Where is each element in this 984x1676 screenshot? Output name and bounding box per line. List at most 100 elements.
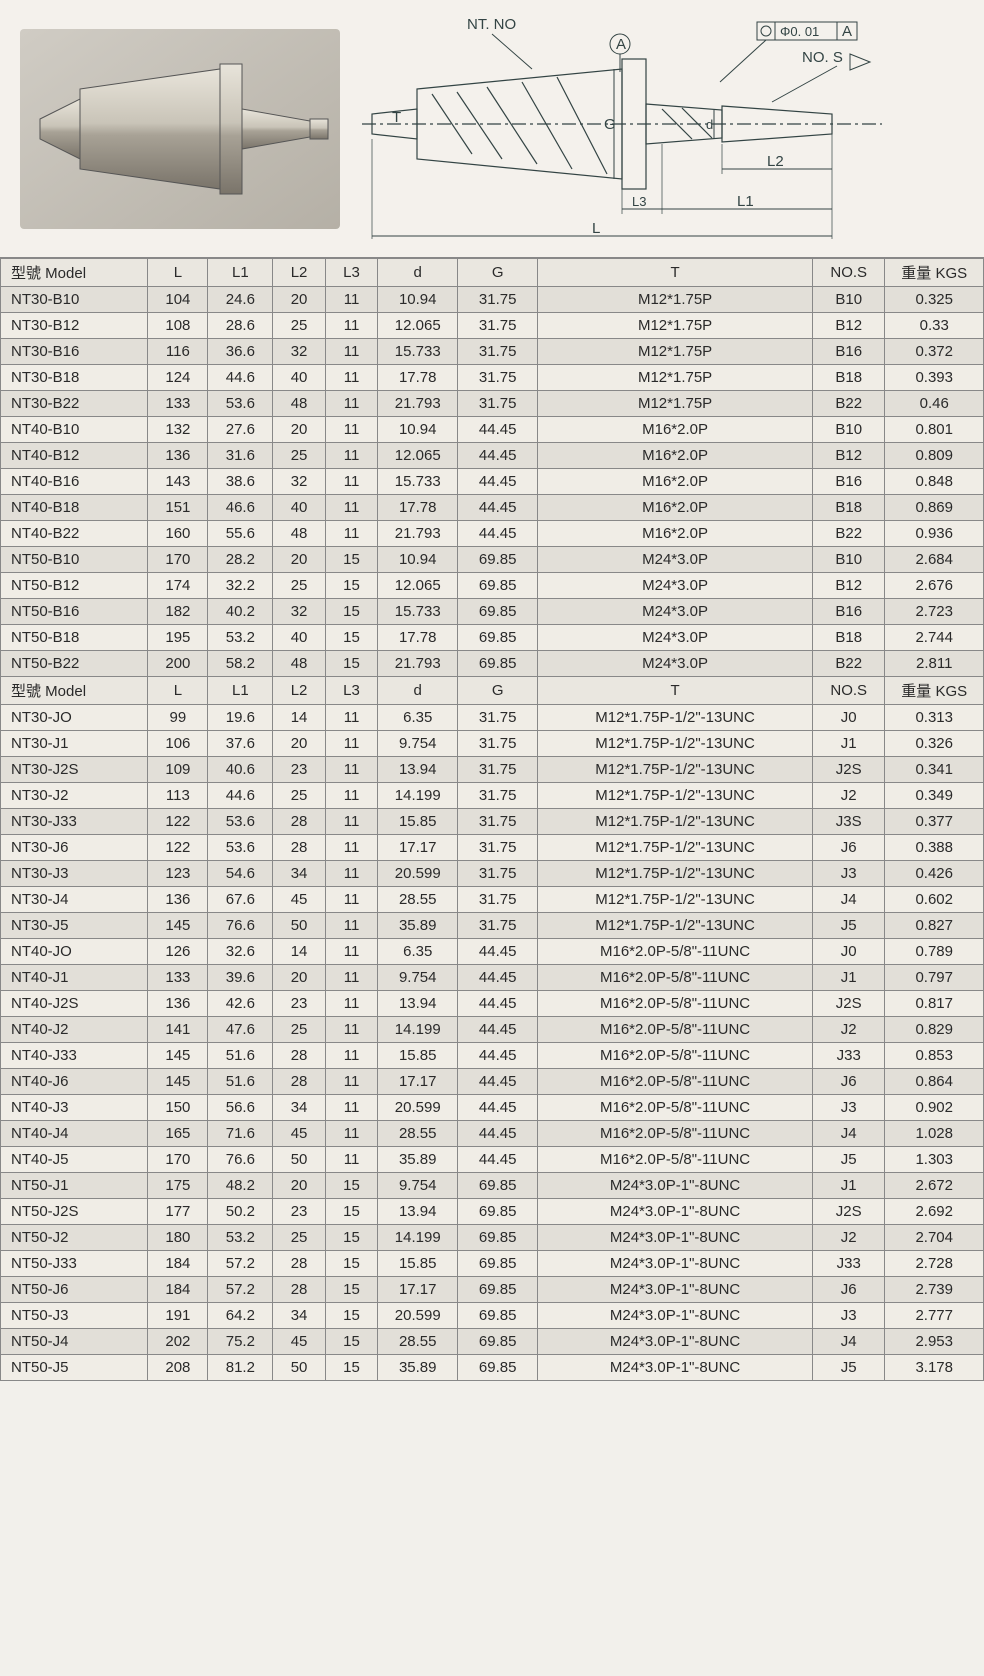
table-cell: 44.45 [458, 991, 538, 1017]
table-cell: 17.17 [378, 835, 458, 861]
table-cell: NT30-J2 [1, 783, 148, 809]
table-cell: M12*1.75P-1/2"-13UNC [538, 757, 813, 783]
table-cell: M16*2.0P-5/8"-11UNC [538, 965, 813, 991]
table-cell: 0.372 [885, 339, 984, 365]
table-cell: 11 [325, 365, 377, 391]
table-cell: 15 [325, 573, 377, 599]
label-d: d [706, 117, 713, 132]
table-cell: NT50-B10 [1, 547, 148, 573]
table-cell: 124 [148, 365, 208, 391]
table-cell: 20 [273, 965, 325, 991]
table-cell: 75.2 [208, 1329, 273, 1355]
label-datum-a: A [616, 36, 626, 53]
table-cell: 11 [325, 705, 377, 731]
table-cell: 40 [273, 495, 325, 521]
table-cell: J5 [812, 1355, 884, 1381]
table-cell: M16*2.0P-5/8"-11UNC [538, 1095, 813, 1121]
table-row: NT50-J618457.2281517.1769.85M24*3.0P-1"-… [1, 1277, 984, 1303]
table-row: NT30-B1010424.6201110.9431.75M12*1.75PB1… [1, 287, 984, 313]
table-cell: NT30-B12 [1, 313, 148, 339]
table-cell: 13.94 [378, 991, 458, 1017]
table-cell: 37.6 [208, 731, 273, 757]
table-cell: M24*3.0P-1"-8UNC [538, 1173, 813, 1199]
table-cell: B16 [812, 599, 884, 625]
table-row: NT50-B1217432.2251512.06569.85M24*3.0PB1… [1, 573, 984, 599]
table-cell: NT30-JO [1, 705, 148, 731]
table-cell: 116 [148, 339, 208, 365]
table-cell: 150 [148, 1095, 208, 1121]
table-cell: 15 [325, 1225, 377, 1251]
table-cell: M12*1.75P [538, 365, 813, 391]
table-cell: 11 [325, 469, 377, 495]
table-cell: 31.75 [458, 835, 538, 861]
table-cell: 2.739 [885, 1277, 984, 1303]
table-row: NT50-B1819553.2401517.7869.85M24*3.0PB18… [1, 625, 984, 651]
table-cell: 208 [148, 1355, 208, 1381]
table-cell: 27.6 [208, 417, 273, 443]
table-cell: M24*3.0P [538, 547, 813, 573]
table-cell: M12*1.75P [538, 287, 813, 313]
table-cell: 0.853 [885, 1043, 984, 1069]
table-cell: 6.35 [378, 705, 458, 731]
table-cell: 69.85 [458, 1329, 538, 1355]
table-cell: 14.199 [378, 783, 458, 809]
table-cell: 20.599 [378, 861, 458, 887]
table-cell: 0.817 [885, 991, 984, 1017]
table-cell: J2 [812, 783, 884, 809]
table-cell: 0.869 [885, 495, 984, 521]
table-cell: 28 [273, 1043, 325, 1069]
table-cell: 15 [325, 599, 377, 625]
table-row: NT40-J113339.620119.75444.45M16*2.0P-5/8… [1, 965, 984, 991]
table-row: NT50-J117548.220159.75469.85M24*3.0P-1"-… [1, 1173, 984, 1199]
table-cell: NT30-B18 [1, 365, 148, 391]
table-cell: 35.89 [378, 1147, 458, 1173]
table-cell: M12*1.75P-1/2"-13UNC [538, 913, 813, 939]
table-cell: 40 [273, 365, 325, 391]
table-cell: 44.45 [458, 939, 538, 965]
table-cell: M12*1.75P [538, 313, 813, 339]
table-cell: 0.341 [885, 757, 984, 783]
table-cell: 11 [325, 913, 377, 939]
table-cell: 0.349 [885, 783, 984, 809]
table-cell: M12*1.75P-1/2"-13UNC [538, 809, 813, 835]
table-cell: NT40-J33 [1, 1043, 148, 1069]
table-cell: 51.6 [208, 1043, 273, 1069]
table-cell: 195 [148, 625, 208, 651]
table-cell: NT50-J6 [1, 1277, 148, 1303]
table-cell: 35.89 [378, 913, 458, 939]
table-cell: B16 [812, 469, 884, 495]
table-cell: B22 [812, 651, 884, 677]
table-cell: 11 [325, 783, 377, 809]
table-cell: 20 [273, 731, 325, 757]
table-cell: M16*2.0P-5/8"-11UNC [538, 1043, 813, 1069]
table-cell: 15 [325, 1355, 377, 1381]
column-header: L2 [273, 677, 325, 705]
column-header: L2 [273, 259, 325, 287]
table-row: NT40-B1213631.6251112.06544.45M16*2.0PB1… [1, 443, 984, 469]
table-cell: 71.6 [208, 1121, 273, 1147]
table-cell: 44.45 [458, 1121, 538, 1147]
table-cell: 67.6 [208, 887, 273, 913]
table-cell: 0.393 [885, 365, 984, 391]
table-row: NT30-J211344.6251114.19931.75M12*1.75P-1… [1, 783, 984, 809]
table-cell: 81.2 [208, 1355, 273, 1381]
table-cell: NT30-B16 [1, 339, 148, 365]
table-cell: J6 [812, 835, 884, 861]
table-cell: 45 [273, 1329, 325, 1355]
table-cell: 14.199 [378, 1017, 458, 1043]
table-cell: 31.75 [458, 705, 538, 731]
table-cell: NT50-J2 [1, 1225, 148, 1251]
table-cell: M24*3.0P-1"-8UNC [538, 1199, 813, 1225]
table-cell: 0.902 [885, 1095, 984, 1121]
table-cell: 28.2 [208, 547, 273, 573]
table-cell: M24*3.0P-1"-8UNC [538, 1329, 813, 1355]
table-cell: 2.744 [885, 625, 984, 651]
table-cell: 28.55 [378, 1121, 458, 1147]
table-cell: 12.065 [378, 313, 458, 339]
table-cell: NT50-J2S [1, 1199, 148, 1225]
table-cell: NT40-J2S [1, 991, 148, 1017]
table-cell: 34 [273, 1303, 325, 1329]
table-cell: 25 [273, 313, 325, 339]
table-cell: 11 [325, 339, 377, 365]
table-row: NT50-J319164.2341520.59969.85M24*3.0P-1"… [1, 1303, 984, 1329]
